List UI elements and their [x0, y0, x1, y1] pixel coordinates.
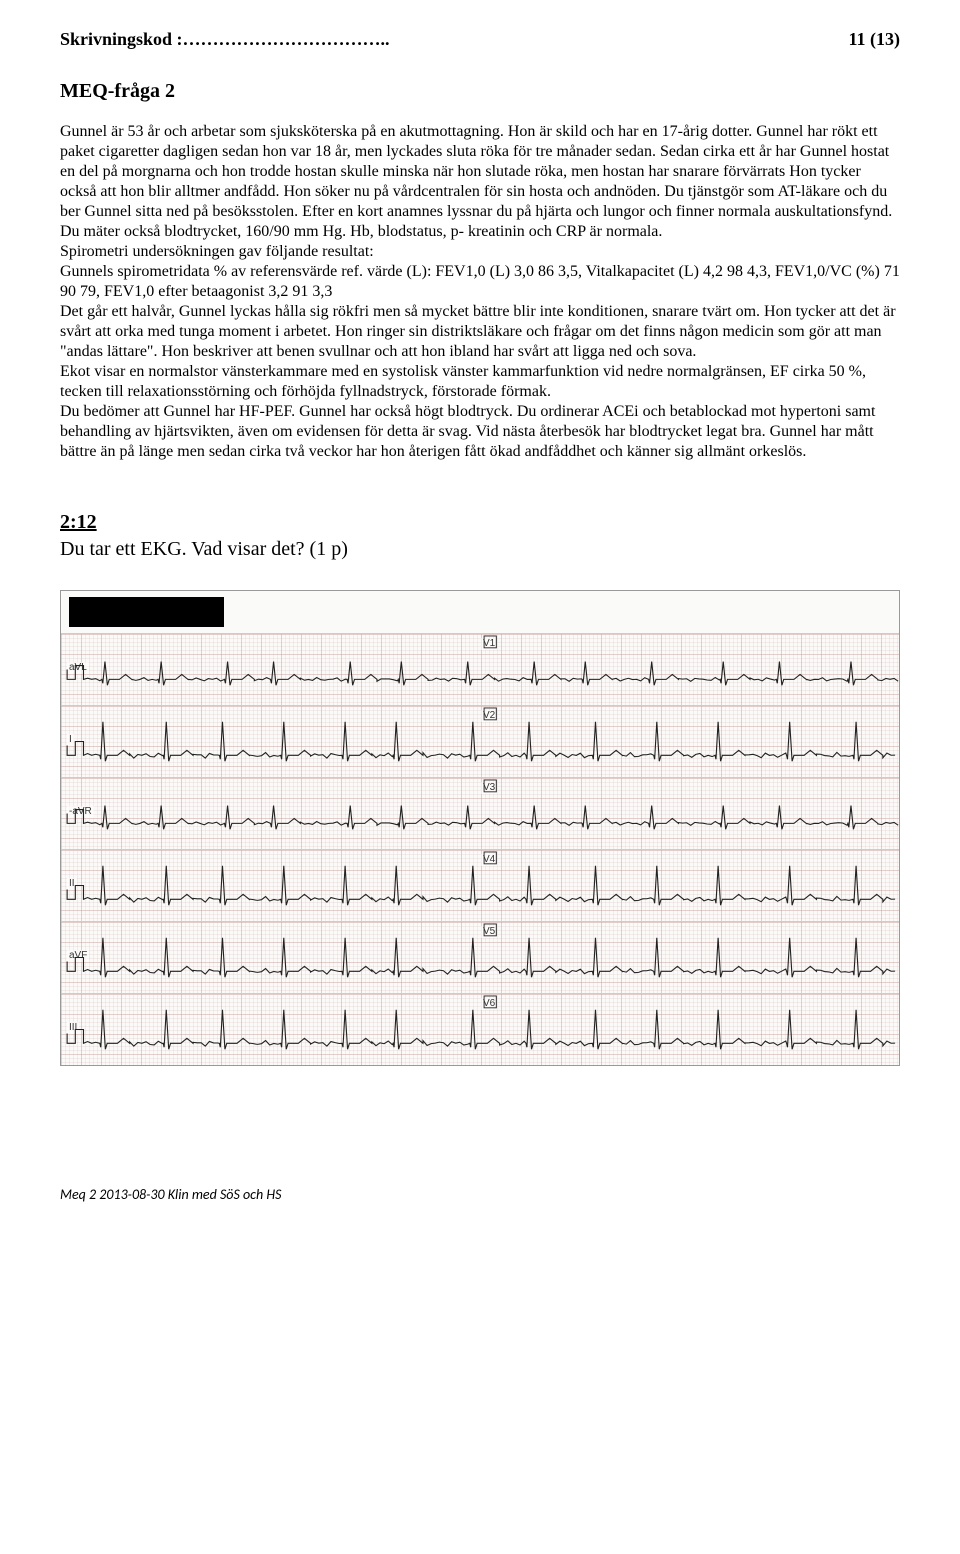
ecg-strip: aVL V1 [61, 633, 899, 705]
ecg-image: aVL V1 I V2 -aVR V3 II V4 aVF V5 III [60, 590, 900, 1066]
question-text: Du tar ett EKG. Vad visar det? (1 p) [60, 537, 900, 562]
case-body-text: Gunnel är 53 år och arbetar som sjuksköt… [60, 122, 900, 462]
ecg-strip: II V4 [61, 849, 899, 921]
header-left: Skrivningskod :…………………………….. [60, 28, 390, 51]
ecg-strip: -aVR V3 [61, 777, 899, 849]
meq-title: MEQ-fråga 2 [60, 79, 900, 104]
ecg-strip: I V2 [61, 705, 899, 777]
ecg-strip: aVF V5 [61, 921, 899, 993]
ecg-strip: III V6 [61, 993, 899, 1065]
ecg-redacted-block [69, 597, 224, 627]
question-number: 2:12 [60, 510, 900, 535]
header-page-number: 11 (13) [849, 28, 901, 51]
page-footer: Meq 2 2013-08-30 Klin med SöS och HS [60, 1186, 900, 1204]
